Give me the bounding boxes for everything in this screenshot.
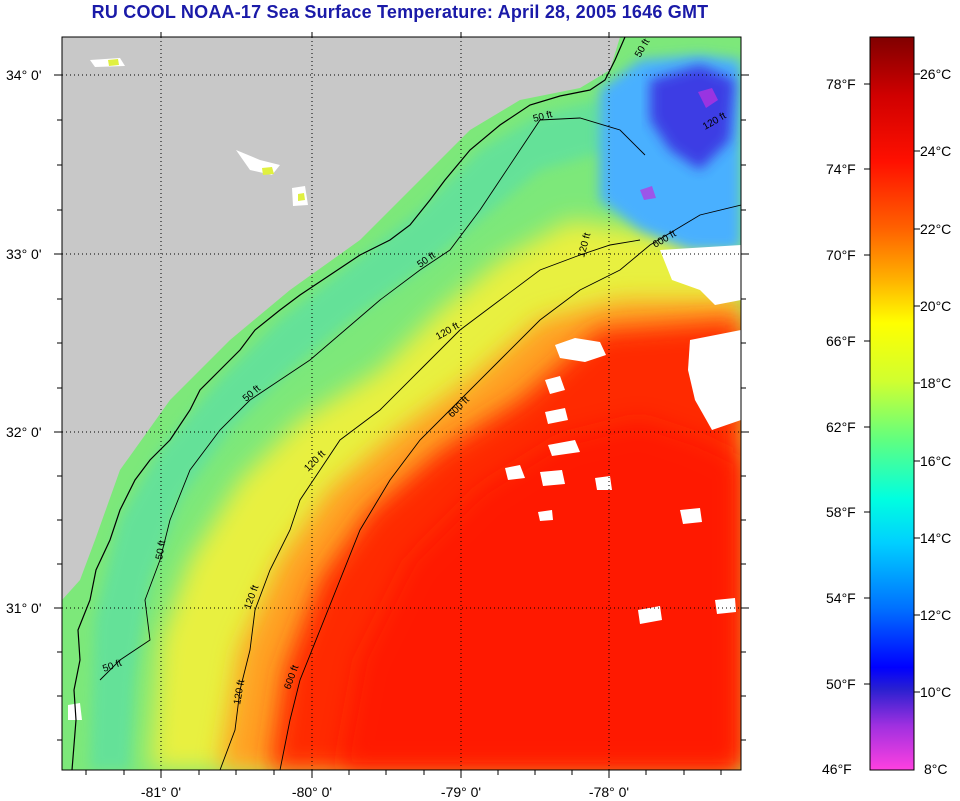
contour-label-50ft: 50 ft — [532, 109, 554, 125]
map-title: RU COOL NOAA-17 Sea Surface Temperature:… — [91, 2, 709, 22]
lon-label: -79° 0' — [441, 784, 481, 800]
colorbar-label-celsius: 18°C — [920, 375, 952, 391]
colorbar-label-fahrenheit: 46°F — [822, 761, 852, 777]
contour-600ft — [279, 204, 741, 770]
contour-120ft — [219, 239, 641, 770]
colorbar-label-celsius: 16°C — [920, 453, 952, 469]
lat-label: 32° 0' — [6, 424, 42, 440]
colorbar-label-fahrenheit: 62°F — [826, 419, 856, 435]
coastline — [71, 37, 626, 770]
colorbar-ticks — [864, 73, 920, 693]
inland-lake — [108, 59, 119, 66]
lon-label: -81° 0' — [141, 784, 181, 800]
map-frame — [61, 36, 742, 771]
very-cold-patch — [650, 65, 735, 170]
lat-label: 31° 0' — [6, 600, 42, 616]
lon-label: -78° 0' — [589, 784, 629, 800]
colorbar-label-fahrenheit: 54°F — [826, 590, 856, 606]
colorbar-label-fahrenheit: 66°F — [826, 333, 856, 349]
colorbar-label-fahrenheit: 78°F — [826, 76, 856, 92]
cold-patch-magenta — [640, 88, 718, 200]
contour-50ft — [99, 117, 646, 681]
colorbar-label-fahrenheit: 74°F — [826, 161, 856, 177]
colorbar-label-celsius: 10°C — [920, 684, 952, 700]
lon-label: -80° 0' — [292, 784, 332, 800]
colorbar-label-celsius: 22°C — [920, 221, 952, 237]
gulf-stream-hot-core — [340, 420, 741, 770]
colorbar-label-celsius: 12°C — [920, 607, 952, 623]
inland-lake — [262, 167, 274, 175]
colorbar-label-fahrenheit: 50°F — [826, 676, 856, 692]
temperature-colorbar — [869, 36, 915, 771]
colorbar-label-celsius: 20°C — [920, 298, 952, 314]
colorbar-label-celsius: 26°C — [920, 66, 952, 82]
colorbar-label-celsius: 8°C — [924, 761, 948, 777]
colorbar-label-fahrenheit: 58°F — [826, 504, 856, 520]
lat-label: 33° 0' — [6, 246, 42, 262]
inland-lake — [298, 193, 305, 201]
colorbar-label-celsius: 24°C — [920, 143, 952, 159]
colorbar-label-celsius: 14°C — [920, 530, 952, 546]
lat-label: 34° 0' — [6, 67, 42, 83]
nearshore-band — [90, 100, 610, 770]
contour-label-120ft: 120 ft — [232, 679, 247, 706]
colorbar-label-fahrenheit: 70°F — [826, 247, 856, 263]
sst-map-area: 50 ft 50 ft 50 ft 50 ft 50 ft 50 ft 120 … — [62, 37, 741, 770]
axis-ticks — [54, 32, 749, 778]
